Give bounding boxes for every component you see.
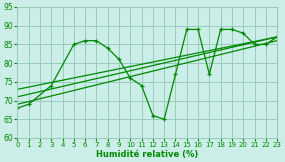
X-axis label: Humidité relative (%): Humidité relative (%) (96, 150, 198, 159)
